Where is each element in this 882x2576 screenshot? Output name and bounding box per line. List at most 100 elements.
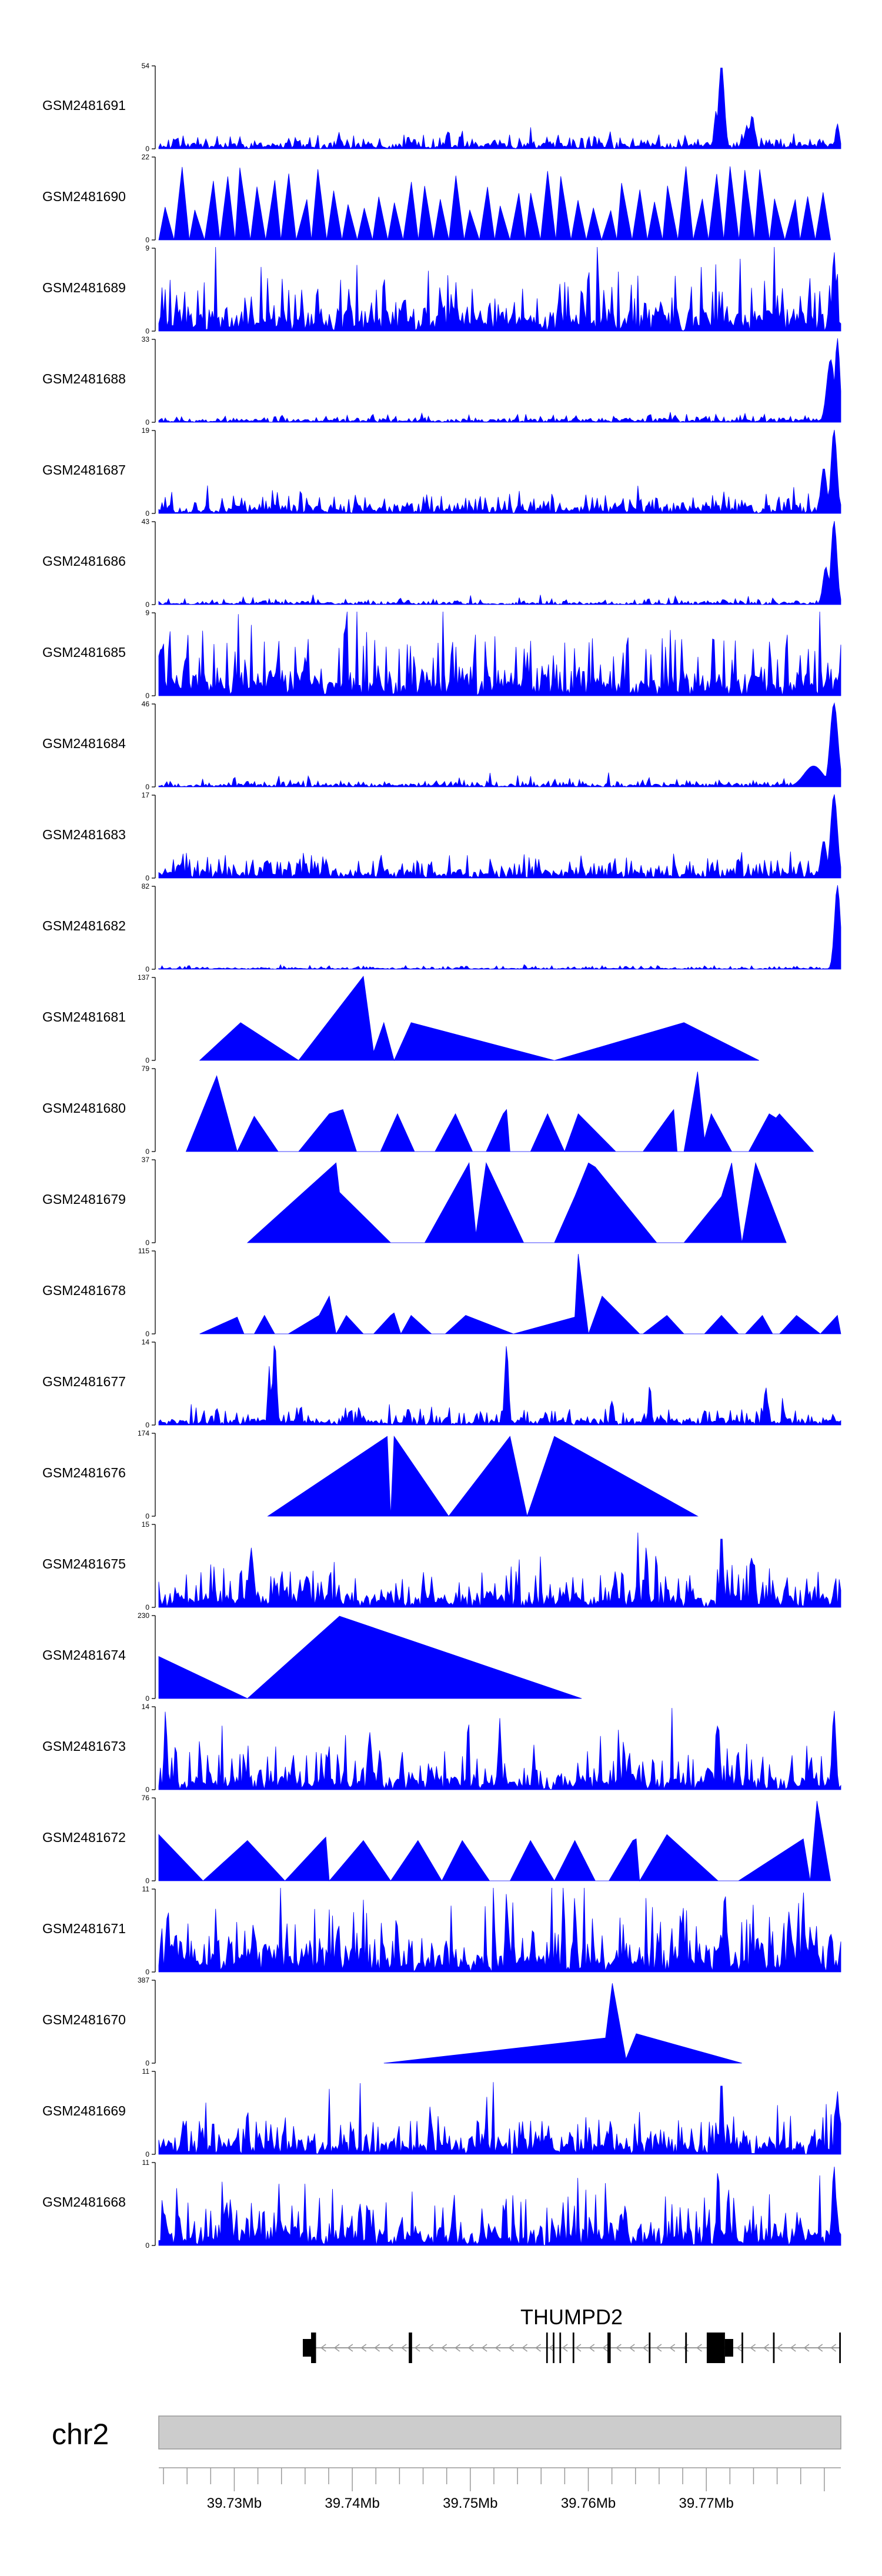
y-axis-min-label: 0	[145, 327, 149, 335]
coverage-area	[158, 68, 841, 149]
coding-exon	[685, 2333, 687, 2363]
axis-tick-label: 39.74Mb	[325, 2495, 379, 2511]
track-label: GSM2481681	[42, 1009, 126, 1025]
y-axis-max-label: 82	[142, 882, 150, 890]
track-label: GSM2481669	[42, 2103, 126, 2118]
coverage-area	[158, 1532, 841, 1608]
utr-exon	[724, 2339, 733, 2357]
y-axis-min-label: 0	[145, 1877, 149, 1885]
strand-arrow	[696, 2344, 702, 2352]
coverage-area	[158, 2082, 841, 2155]
strand-arrow	[790, 2344, 796, 2352]
strand-arrow	[750, 2344, 756, 2352]
coding-exon	[706, 2333, 725, 2363]
coverage-area	[199, 975, 759, 1062]
chromosome-bar	[158, 2415, 841, 2450]
track-label: GSM2481687	[42, 462, 126, 478]
y-axis-max-label: 14	[142, 1703, 150, 1711]
y-axis-min-label: 0	[145, 1786, 149, 1794]
track-label: GSM2481676	[42, 1465, 126, 1480]
gene-track: THUMPD2	[302, 2305, 841, 2363]
track-label: GSM2481684	[42, 736, 126, 751]
y-axis-max-label: 37	[142, 1156, 150, 1164]
track-label: GSM2481688	[42, 371, 126, 386]
track-label: GSM2481686	[42, 553, 126, 569]
y-axis-max-label: 9	[145, 609, 149, 617]
y-axis-max-label: 137	[138, 973, 149, 982]
coding-exon	[553, 2333, 554, 2363]
track-label: GSM2481672	[42, 1830, 126, 1845]
coverage-area	[158, 246, 841, 332]
y-axis-max-label: 19	[142, 426, 150, 435]
track-label: GSM2481678	[42, 1283, 126, 1298]
y-axis-max-label: 115	[138, 1247, 149, 1255]
coverage-track: GSM2481673 14 0	[42, 1703, 841, 1794]
strand-arrow	[548, 2344, 554, 2352]
coverage-area	[158, 1345, 841, 1426]
strand-arrow	[776, 2344, 783, 2352]
y-axis-max-label: 14	[142, 1338, 150, 1346]
strand-arrow	[589, 2344, 595, 2352]
track-label: GSM2481682	[42, 918, 126, 933]
track-label: GSM2481675	[42, 1556, 126, 1571]
coverage-track: GSM2481688 33 0	[42, 335, 841, 426]
strand-arrow	[522, 2344, 528, 2352]
strand-arrow	[508, 2344, 514, 2352]
strand-arrow	[495, 2344, 501, 2352]
track-label: GSM2481691	[42, 98, 126, 113]
track-label: GSM2481674	[42, 1647, 126, 1663]
strand-arrow	[763, 2344, 769, 2352]
coverage-track: GSM2481674 230 0	[42, 1611, 582, 1703]
track-label: GSM2481679	[42, 1192, 126, 1207]
strand-arrow	[467, 2344, 474, 2352]
y-axis-max-label: 79	[142, 1065, 150, 1073]
y-axis-min-label: 0	[145, 965, 149, 973]
y-axis-min-label: 0	[145, 783, 149, 791]
y-axis-max-label: 174	[138, 1429, 149, 1437]
strand-arrow	[347, 2344, 353, 2352]
coverage-area	[158, 611, 841, 696]
y-axis-min-label: 0	[145, 2241, 149, 2250]
axis-tick-label: 39.75Mb	[443, 2495, 497, 2511]
strand-arrow	[562, 2344, 568, 2352]
y-axis-min-label: 0	[145, 1239, 149, 1247]
strand-arrow	[481, 2344, 487, 2352]
track-label: GSM2481690	[42, 189, 126, 204]
axis-tick-label: 39.73Mb	[207, 2495, 262, 2511]
y-axis-max-label: 46	[142, 700, 150, 708]
y-axis-min-label: 0	[145, 145, 149, 153]
coverage-track: GSM2481672 76 0	[42, 1794, 831, 1885]
strand-arrow	[642, 2344, 649, 2352]
track-label: GSM2481683	[42, 827, 126, 842]
y-axis-max-label: 54	[142, 62, 150, 70]
coverage-area	[158, 166, 831, 241]
y-axis-max-label: 11	[142, 1885, 150, 1893]
axis-tick-label: 39.76Mb	[561, 2495, 616, 2511]
strand-arrow	[441, 2344, 447, 2352]
strand-arrow	[535, 2344, 541, 2352]
coverage-area	[267, 1435, 699, 1517]
y-axis-min-label: 0	[145, 1603, 149, 1611]
strand-arrow	[669, 2344, 676, 2352]
gene-label: THUMPD2	[520, 2305, 623, 2329]
strand-arrow	[602, 2344, 609, 2352]
coding-exon	[839, 2333, 841, 2363]
coding-exon	[741, 2333, 743, 2363]
coverage-area	[383, 1983, 742, 2064]
track-label: GSM2481685	[42, 645, 126, 660]
y-axis-max-label: 15	[142, 1520, 150, 1529]
coding-exon	[649, 2333, 651, 2363]
coverage-area	[158, 429, 841, 514]
y-axis-max-label: 9	[145, 244, 149, 252]
y-axis-min-label: 0	[145, 1512, 149, 1520]
coding-exon	[311, 2333, 316, 2363]
coverage-area	[158, 1708, 841, 1790]
axis-tick-label: 39.77Mb	[679, 2495, 734, 2511]
y-axis-min-label: 0	[145, 1056, 149, 1065]
y-axis-min-label: 0	[145, 874, 149, 882]
coverage-track: GSM2481679 37 0	[42, 1156, 787, 1247]
track-label: GSM2481673	[42, 1739, 126, 1754]
y-axis-max-label: 33	[142, 335, 150, 343]
chromosome-label: chr2	[52, 2418, 109, 2451]
y-axis-min-label: 0	[145, 1968, 149, 1976]
